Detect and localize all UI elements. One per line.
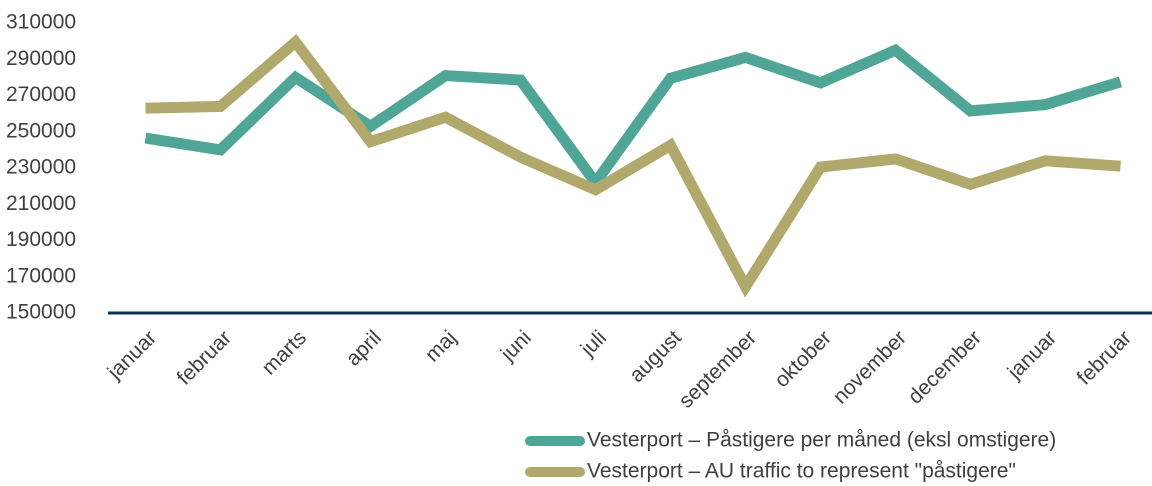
x-tick-label: februar: [1073, 326, 1136, 389]
x-tick-label: maj: [421, 326, 461, 366]
data-line: [144, 43, 1123, 192]
x-tick-label: januar: [1003, 326, 1061, 384]
x-tick-label: februar: [173, 326, 236, 389]
x-tick-label: marts: [258, 326, 311, 379]
legend-label: Vesterport – AU traffic to represent "på…: [587, 460, 1016, 483]
x-tick-label: november: [829, 326, 911, 408]
y-tick-label: 270000: [6, 83, 76, 106]
x-tick-label: august: [625, 326, 686, 387]
x-tick-label: juli: [576, 326, 611, 361]
y-tick-label: 250000: [6, 119, 76, 142]
x-tick-label: juni: [496, 326, 536, 366]
x-tick-label: december: [904, 326, 986, 408]
x-tick-label: april: [342, 326, 386, 370]
y-tick-label: 150000: [6, 301, 76, 324]
y-tick-label: 210000: [6, 192, 76, 215]
data-line: [145, 34, 1121, 298]
y-tick-label: 170000: [6, 264, 76, 287]
legend-label: Vesterport – Påstigere per måned (eksl o…: [587, 429, 1056, 452]
y-tick-label: 310000: [6, 11, 76, 34]
x-tick-label: oktober: [770, 326, 836, 392]
x-tick-label: september: [675, 326, 761, 412]
y-tick-label: 290000: [6, 47, 76, 70]
x-tick-label: januar: [103, 326, 161, 384]
y-tick-label: 230000: [6, 156, 76, 179]
y-tick-label: 190000: [6, 228, 76, 251]
